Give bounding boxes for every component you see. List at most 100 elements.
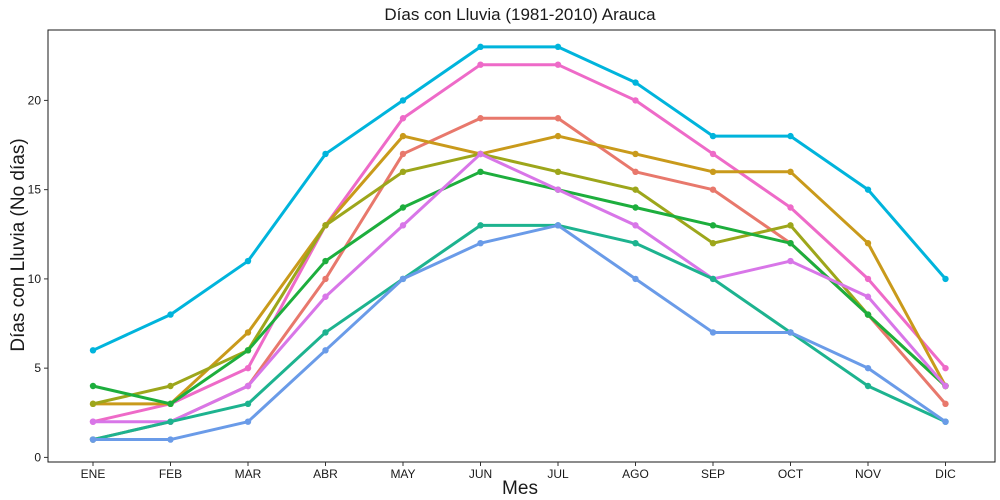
data-point bbox=[322, 257, 329, 265]
y-axis-label: Días con Lluvia (No días) bbox=[8, 138, 29, 351]
data-point bbox=[864, 240, 872, 247]
series-line bbox=[91, 152, 947, 406]
plot-border bbox=[47, 29, 996, 463]
data-point bbox=[399, 222, 407, 229]
chart-title: Días con Lluvia (1981-2010) Arauca bbox=[384, 5, 656, 24]
data-point bbox=[942, 382, 949, 390]
x-tick-label: FEB bbox=[159, 467, 182, 481]
data-point bbox=[554, 186, 562, 193]
data-point bbox=[942, 275, 949, 283]
x-tick-label: OCT bbox=[778, 467, 804, 481]
y-tick-label: 20 bbox=[28, 93, 42, 107]
data-point bbox=[632, 204, 639, 211]
data-point bbox=[477, 43, 484, 51]
x-tick-label: NOV bbox=[855, 467, 881, 481]
data-point bbox=[477, 168, 484, 175]
data-point bbox=[477, 115, 484, 122]
data-point bbox=[89, 400, 97, 408]
plot-area bbox=[47, 29, 996, 463]
data-point bbox=[322, 275, 329, 283]
series-line bbox=[91, 152, 947, 424]
series-1 bbox=[89, 43, 949, 354]
data-point bbox=[322, 222, 329, 229]
data-point bbox=[477, 150, 484, 158]
data-point bbox=[632, 79, 639, 86]
data-point bbox=[399, 115, 407, 122]
data-point bbox=[632, 222, 639, 229]
data-point bbox=[399, 97, 407, 104]
data-point bbox=[89, 382, 97, 390]
y-tick-label: 15 bbox=[28, 183, 42, 197]
data-point bbox=[709, 275, 717, 283]
data-point bbox=[244, 364, 252, 372]
data-point bbox=[709, 150, 717, 158]
y-tick-label: 0 bbox=[34, 450, 41, 464]
data-point bbox=[167, 436, 174, 443]
y-axis: 0 5 10 15 20 bbox=[28, 93, 48, 464]
data-point bbox=[864, 311, 872, 318]
data-point bbox=[244, 257, 252, 265]
data-point bbox=[554, 61, 562, 68]
data-point bbox=[787, 204, 794, 211]
series-layer bbox=[89, 43, 949, 443]
data-point bbox=[709, 222, 717, 229]
data-point bbox=[244, 418, 252, 425]
x-tick-label: ENE bbox=[81, 467, 106, 481]
data-point bbox=[244, 347, 252, 354]
data-point bbox=[942, 400, 949, 408]
x-tick-label: MAY bbox=[390, 467, 415, 481]
data-point bbox=[244, 329, 252, 336]
data-point bbox=[864, 364, 872, 372]
data-point bbox=[167, 418, 174, 425]
y-tick-label: 5 bbox=[34, 361, 41, 375]
y-tick-label: 10 bbox=[28, 272, 42, 286]
data-point bbox=[632, 97, 639, 104]
data-point bbox=[554, 222, 562, 229]
data-point bbox=[554, 115, 562, 122]
data-point bbox=[244, 382, 252, 390]
data-point bbox=[709, 240, 717, 247]
series-line bbox=[91, 170, 947, 406]
x-tick-label: MAR bbox=[235, 467, 262, 481]
data-point bbox=[477, 222, 484, 229]
data-point bbox=[864, 186, 872, 193]
data-point bbox=[787, 257, 794, 265]
series-line bbox=[91, 223, 947, 442]
series-line bbox=[91, 45, 947, 352]
data-point bbox=[89, 418, 97, 425]
data-point bbox=[632, 275, 639, 283]
data-point bbox=[787, 240, 794, 247]
data-point bbox=[322, 293, 329, 300]
x-tick-label: AGO bbox=[622, 467, 649, 481]
data-point bbox=[399, 150, 407, 158]
x-tick-label: SEP bbox=[701, 467, 725, 481]
series-line bbox=[91, 63, 947, 424]
data-point bbox=[942, 418, 949, 425]
data-point bbox=[322, 150, 329, 158]
data-point bbox=[632, 150, 639, 158]
data-point bbox=[399, 168, 407, 175]
data-point bbox=[864, 293, 872, 300]
data-point bbox=[787, 222, 794, 229]
data-point bbox=[942, 364, 949, 372]
data-point bbox=[787, 168, 794, 175]
x-tick-label: DIC bbox=[935, 467, 956, 481]
data-point bbox=[709, 168, 717, 175]
data-point bbox=[554, 168, 562, 175]
data-point bbox=[89, 436, 97, 443]
x-tick-label: ABR bbox=[313, 467, 338, 481]
data-point bbox=[477, 240, 484, 247]
data-point bbox=[399, 275, 407, 283]
series-line bbox=[91, 134, 947, 406]
data-point bbox=[554, 132, 562, 140]
data-point bbox=[322, 347, 329, 354]
x-tick-label: JUL bbox=[547, 467, 569, 481]
data-point bbox=[632, 240, 639, 247]
data-point bbox=[787, 329, 794, 336]
series-line bbox=[91, 223, 947, 442]
data-point bbox=[864, 275, 872, 283]
data-point bbox=[787, 132, 794, 140]
data-point bbox=[554, 43, 562, 51]
data-point bbox=[709, 186, 717, 193]
data-point bbox=[244, 400, 252, 408]
